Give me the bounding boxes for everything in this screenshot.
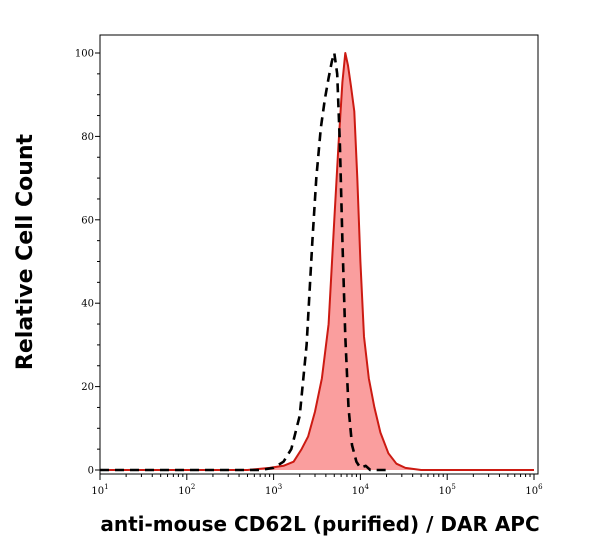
series-fill-area <box>100 53 534 470</box>
x-axis-title: anti-mouse CD62L (purified) / DAR APC <box>100 512 539 536</box>
x-tick-label: 106 <box>525 483 543 497</box>
plot-series <box>100 51 534 472</box>
x-tick-label: 101 <box>91 483 108 497</box>
y-tick-label: 80 <box>81 132 94 143</box>
y-tick-label: 0 <box>88 466 94 477</box>
y-axis-title: Relative Cell Count <box>13 133 38 370</box>
x-tick-label: 102 <box>178 483 195 497</box>
x-tick-label: 104 <box>352 483 370 497</box>
y-tick-label: 60 <box>81 215 94 226</box>
x-axis: 101 102 103 104 105 106 <box>91 474 543 497</box>
series-line-filled <box>100 52 534 471</box>
y-tick-label: 20 <box>81 382 94 393</box>
y-tick-label: 100 <box>75 49 94 60</box>
y-axis: 0 20 40 60 80 100 <box>75 49 100 477</box>
plot-frame <box>99 34 539 475</box>
x-tick-label: 105 <box>439 483 456 497</box>
x-tick-label: 103 <box>265 483 282 497</box>
y-tick-label: 40 <box>81 299 94 310</box>
